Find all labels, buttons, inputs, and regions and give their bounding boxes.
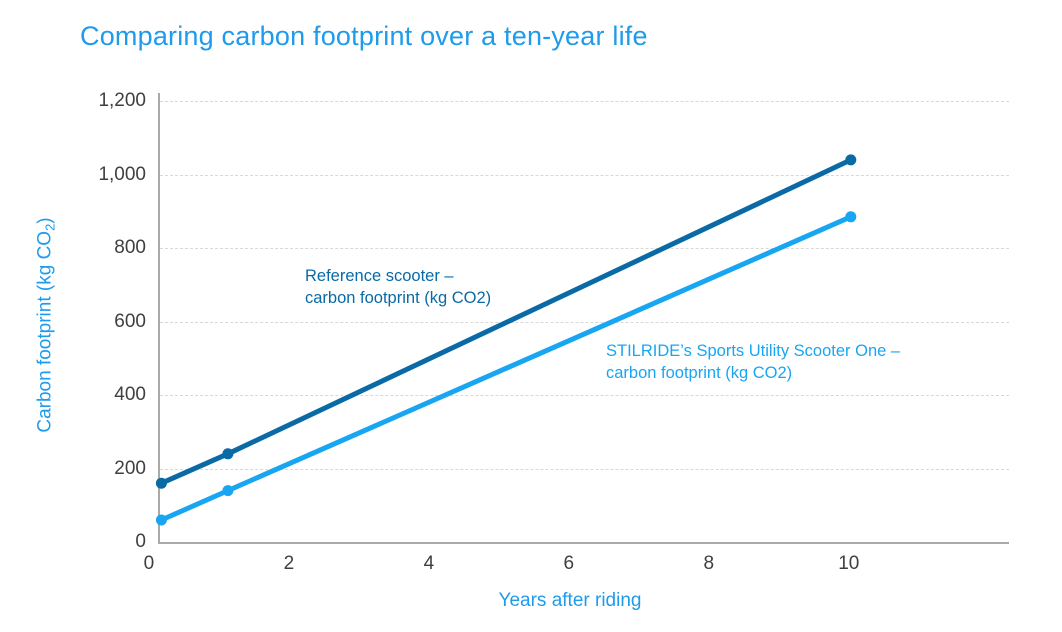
data-point-marker: [155, 514, 167, 526]
x-axis-tick-label: 2: [283, 553, 295, 574]
y-axis-tick-label: 1,200: [98, 90, 146, 112]
x-axis-tick-label: 8: [703, 553, 715, 574]
y-axis-tick-label: 800: [114, 237, 146, 259]
x-axis-tick-label: 10: [838, 553, 860, 574]
y-axis-tick-label: 400: [114, 384, 146, 406]
gridline: [160, 248, 1009, 250]
series-label-stilride-line2: carbon footprint (kg CO2): [606, 364, 793, 382]
series-line-0: [160, 157, 852, 486]
gridline: [160, 101, 1009, 103]
y-axis-tick-label: 0: [135, 531, 146, 552]
y-axis-tick-label: 600: [114, 310, 146, 332]
data-point-marker: [222, 448, 234, 460]
y-axis-title-close: ): [34, 217, 56, 224]
series-label-reference-line2: carbon footprint (kg CO2): [305, 289, 492, 307]
chart-title: Comparing carbon footprint over a ten-ye…: [80, 21, 648, 51]
data-point-marker: [222, 485, 234, 497]
data-point-marker: [845, 154, 857, 166]
series-label-reference: Reference scooter – carbon footprint (kg…: [305, 265, 491, 309]
gridline: [160, 321, 1009, 323]
y-axis-title-subscript: 2: [42, 223, 58, 231]
x-axis-tick-label: 4: [423, 553, 435, 574]
gridline: [160, 174, 1009, 176]
series-label-stilride-line1: STILRIDE’s Sports Utility Scooter One –: [606, 342, 901, 360]
plot-area: [155, 93, 1009, 544]
x-axis-tick-label: 0: [143, 553, 155, 574]
series-label-stilride: STILRIDE’s Sports Utility Scooter One – …: [606, 340, 900, 384]
data-point-marker: [155, 477, 167, 489]
y-axis-tick-label: 1,000: [98, 163, 146, 185]
gridline: [160, 468, 1009, 470]
series-label-reference-line1: Reference scooter –: [305, 267, 454, 285]
data-point-marker: [845, 211, 857, 223]
gridline: [160, 395, 1009, 397]
series-lines: [155, 154, 857, 526]
x-axis-title: Years after riding: [498, 590, 642, 611]
y-axis-tick-label: 200: [114, 457, 146, 479]
x-axis-tick-label: 6: [563, 553, 575, 574]
